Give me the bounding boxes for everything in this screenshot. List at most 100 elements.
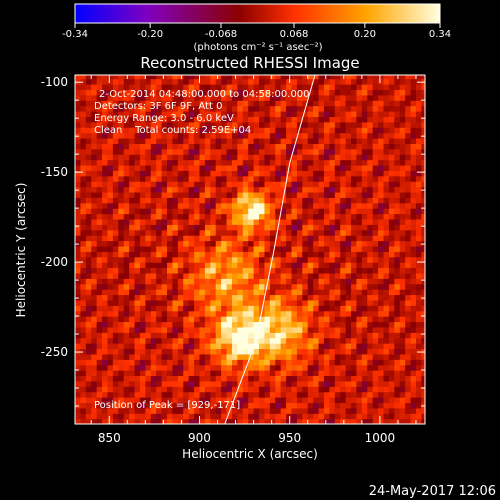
heatmap-cell bbox=[388, 272, 395, 279]
heatmap-cell bbox=[80, 397, 87, 404]
heatmap-cell bbox=[248, 143, 255, 150]
heatmap-cell bbox=[167, 299, 174, 306]
heatmap-cell bbox=[107, 272, 114, 279]
heatmap-cell bbox=[367, 191, 374, 198]
heatmap-cell bbox=[85, 148, 92, 155]
heatmap-cell bbox=[221, 110, 228, 117]
heatmap-cell bbox=[318, 229, 325, 236]
heatmap-cell bbox=[415, 175, 422, 182]
heatmap-cell bbox=[85, 305, 92, 312]
heatmap-cell bbox=[394, 181, 401, 188]
heatmap-cell bbox=[302, 283, 309, 290]
heatmap-cell bbox=[188, 337, 195, 344]
heatmap-cell bbox=[367, 407, 374, 414]
heatmap-cell bbox=[334, 235, 341, 242]
heatmap-cell bbox=[351, 110, 358, 117]
heatmap-cell bbox=[134, 364, 141, 371]
heatmap-cell bbox=[286, 364, 293, 371]
heatmap-cell bbox=[318, 407, 325, 414]
heatmap-cell bbox=[221, 380, 228, 387]
heatmap-cell bbox=[340, 154, 347, 161]
heatmap-cell bbox=[134, 137, 141, 144]
heatmap-cell bbox=[275, 418, 282, 424]
heatmap-cell bbox=[210, 164, 217, 171]
heatmap-cell bbox=[237, 121, 244, 128]
heatmap-cell bbox=[242, 202, 249, 209]
heatmap-cell bbox=[96, 143, 103, 150]
heatmap-cell bbox=[129, 137, 136, 144]
heatmap-cell bbox=[329, 89, 336, 96]
heatmap-cell bbox=[291, 299, 298, 306]
heatmap-cell bbox=[405, 175, 412, 182]
heatmap-cell bbox=[405, 191, 412, 198]
heatmap-cell bbox=[134, 299, 141, 306]
heatmap-cell bbox=[264, 137, 271, 144]
heatmap-cell bbox=[280, 413, 287, 420]
heatmap-cell bbox=[172, 100, 179, 107]
heatmap-cell bbox=[221, 175, 228, 182]
heatmap-cell bbox=[221, 359, 228, 366]
heatmap-cell bbox=[123, 418, 130, 424]
heatmap-cell bbox=[329, 197, 336, 204]
heatmap-cell bbox=[167, 121, 174, 128]
heatmap-cell bbox=[421, 170, 425, 177]
heatmap-cell bbox=[231, 310, 238, 317]
heatmap-cell bbox=[286, 202, 293, 209]
heatmap-cell bbox=[340, 305, 347, 312]
heatmap-cell bbox=[275, 299, 282, 306]
heatmap-cell bbox=[275, 413, 282, 420]
heatmap-cell bbox=[329, 337, 336, 344]
heatmap-cell bbox=[351, 121, 358, 128]
heatmap-cell bbox=[226, 218, 233, 225]
heatmap-cell bbox=[112, 332, 119, 339]
heatmap-cell bbox=[237, 386, 244, 393]
heatmap-cell bbox=[226, 105, 233, 112]
heatmap-cell bbox=[372, 353, 379, 360]
heatmap-cell bbox=[215, 110, 222, 117]
heatmap-cell bbox=[394, 240, 401, 247]
heatmap-cell bbox=[286, 159, 293, 166]
heatmap-cell bbox=[361, 202, 368, 209]
heatmap-cell bbox=[112, 380, 119, 387]
heatmap-cell bbox=[210, 332, 217, 339]
heatmap-cell bbox=[269, 186, 276, 193]
heatmap-cell bbox=[378, 229, 385, 236]
heatmap-cell bbox=[188, 407, 195, 414]
heatmap-cell bbox=[172, 245, 179, 252]
heatmap-cell bbox=[156, 326, 163, 333]
heatmap-cell bbox=[139, 75, 146, 80]
heatmap-cell bbox=[248, 375, 255, 382]
heatmap-cell bbox=[167, 256, 174, 263]
heatmap-cell bbox=[269, 175, 276, 182]
heatmap-cell bbox=[80, 159, 87, 166]
heatmap-cell bbox=[215, 208, 222, 215]
heatmap-cell bbox=[259, 224, 266, 231]
heatmap-cell bbox=[112, 353, 119, 360]
heatmap-cell bbox=[248, 105, 255, 112]
heatmap-cell bbox=[123, 337, 130, 344]
heatmap-cell bbox=[129, 299, 136, 306]
heatmap-cell bbox=[264, 262, 271, 269]
heatmap-cell bbox=[80, 364, 87, 371]
heatmap-cell bbox=[351, 321, 358, 328]
heatmap-cell bbox=[361, 89, 368, 96]
heatmap-cell bbox=[172, 316, 179, 323]
heatmap-cell bbox=[156, 299, 163, 306]
heatmap-cell bbox=[383, 159, 390, 166]
heatmap-cell bbox=[372, 143, 379, 150]
heatmap-cell bbox=[242, 407, 249, 414]
heatmap-cell bbox=[183, 278, 190, 285]
heatmap-cell bbox=[269, 164, 276, 171]
heatmap-cell bbox=[253, 229, 260, 236]
heatmap-cell bbox=[161, 218, 168, 225]
heatmap-cell bbox=[302, 321, 309, 328]
heatmap-cell bbox=[102, 240, 109, 247]
heatmap-cell bbox=[275, 143, 282, 150]
heatmap-cell bbox=[85, 245, 92, 252]
heatmap-cell bbox=[356, 105, 363, 112]
heatmap-cell bbox=[318, 143, 325, 150]
heatmap-cell bbox=[237, 197, 244, 204]
heatmap-cell bbox=[210, 83, 217, 90]
heatmap-cell bbox=[378, 218, 385, 225]
heatmap-cell bbox=[226, 170, 233, 177]
